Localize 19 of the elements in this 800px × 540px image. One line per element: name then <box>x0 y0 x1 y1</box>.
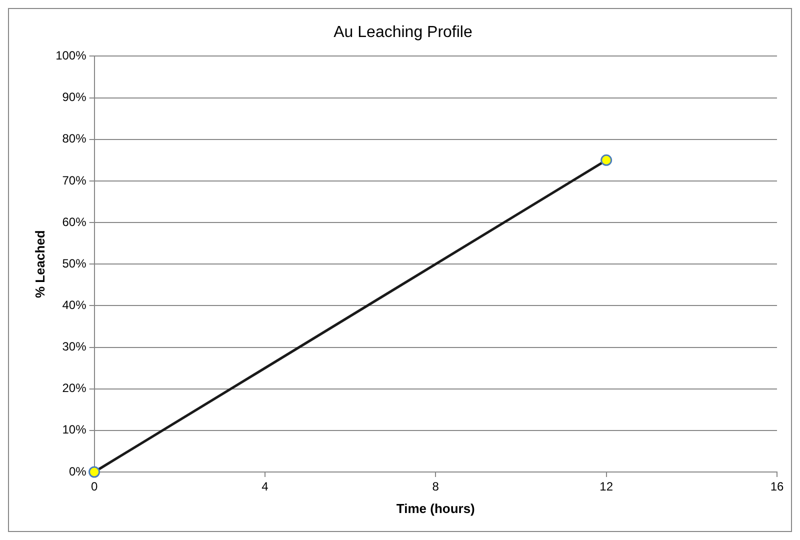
y-tick-label: 30% <box>62 340 87 354</box>
y-tick-label: 90% <box>62 90 87 104</box>
y-axis-title: % Leached <box>32 230 48 298</box>
x-tick-label: 12 <box>600 480 614 494</box>
x-tick-label: 8 <box>432 480 440 494</box>
y-tick-label: 10% <box>62 422 87 437</box>
y-tick-label: 20% <box>62 381 87 396</box>
y-tick-label: 0% <box>68 464 87 478</box>
x-tick-label: 4 <box>262 480 269 494</box>
x-tick-label: 0 <box>90 480 98 494</box>
y-tick-label: 50% <box>62 256 87 270</box>
x-axis-title: Time (hours) <box>396 500 475 516</box>
y-tick-label: 40% <box>62 298 87 312</box>
y-tick-label: 80% <box>62 132 87 146</box>
y-tick-label: 60% <box>62 214 87 229</box>
x-tick-label: 16 <box>770 480 784 494</box>
chart-title: Au Leaching Profile <box>334 24 472 42</box>
y-tick-label: 70% <box>62 173 87 188</box>
y-tick-label: 100% <box>56 48 87 63</box>
